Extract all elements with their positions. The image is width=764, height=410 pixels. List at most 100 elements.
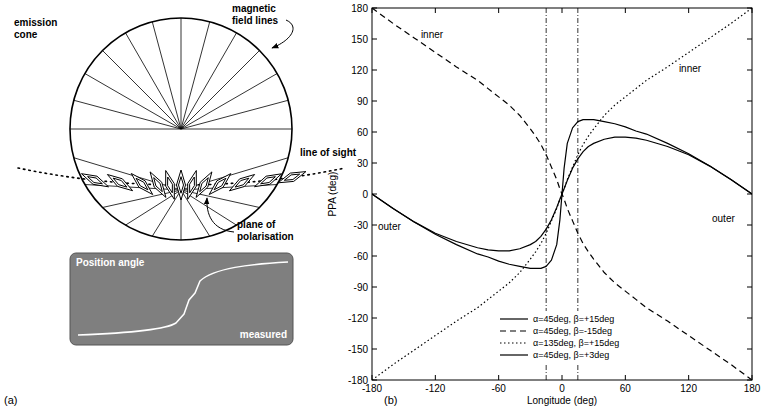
polarisation-plane <box>177 170 186 200</box>
field-line <box>181 100 288 129</box>
inset-curve <box>78 262 288 335</box>
legend: α=45deg, β=+15degα=45deg, β=-15degα=135d… <box>497 313 623 363</box>
x-tick-label: 120 <box>680 383 697 394</box>
panel-label: (b) <box>384 394 397 406</box>
legend-swatch <box>500 354 528 355</box>
y-tick <box>372 256 752 257</box>
polarisation-plane <box>131 174 152 195</box>
legend-label: α=45deg, β=+15deg <box>533 314 614 324</box>
polarisation-plane <box>284 174 299 180</box>
field-line <box>85 74 181 130</box>
y-tick-label: 30 <box>357 158 369 169</box>
emission-cone-label: cone <box>14 29 38 40</box>
polarisation-plane <box>179 177 184 194</box>
polarisation-plane <box>136 178 148 190</box>
polarisation-plane <box>107 175 132 191</box>
x-tick-label: 60 <box>620 383 632 394</box>
field-line <box>181 33 237 129</box>
polarisation-plane <box>166 171 175 200</box>
polarisation-plane <box>200 178 209 192</box>
polarisation-plane <box>261 177 276 184</box>
y-tick-label: -90 <box>354 282 369 293</box>
field-line <box>152 190 181 236</box>
y-tick-label: 0 <box>362 189 368 200</box>
x-tick <box>435 8 436 380</box>
legend-swatch <box>500 330 528 331</box>
emission-cone-label: emission <box>14 17 57 28</box>
field-lines-arrow <box>272 20 293 48</box>
polarisation-plane <box>278 172 306 183</box>
y-tick-label: 150 <box>351 34 368 45</box>
legend-label: α=45deg, β=+3deg <box>533 350 609 360</box>
y-tick-label: 120 <box>351 65 368 76</box>
polarisation-plane <box>188 171 197 200</box>
polarisation-plane <box>190 177 195 193</box>
ppa-curve <box>372 8 752 380</box>
field-line <box>74 100 181 129</box>
ppa-curve <box>372 120 752 269</box>
field-line <box>181 190 259 207</box>
polarisation-plane <box>235 178 249 187</box>
field-line <box>152 22 181 129</box>
plot-marks <box>372 8 752 380</box>
x-tick-label: 0 <box>559 383 565 394</box>
panel-a: emissioncone magneticfield lines plane ofp… <box>4 3 357 406</box>
panel-label: (a) <box>4 394 17 406</box>
y-axis-title: PPA (deg) <box>327 172 338 217</box>
x-tick-label: 180 <box>744 383 761 394</box>
polarisation-arrow <box>207 198 234 232</box>
polarisation-label: plane of <box>237 219 276 230</box>
field-line <box>181 74 277 130</box>
emission-cone-circle <box>70 18 292 240</box>
x-tick <box>625 8 626 380</box>
polarisation-plane <box>150 172 166 198</box>
field-line <box>103 190 181 207</box>
y-tick-label: -120 <box>348 313 368 324</box>
curve-annotation: outer <box>712 213 735 224</box>
panel-b: -180-120-60060120180-180-150-120-90-60-3… <box>327 3 761 407</box>
field-line <box>181 190 210 236</box>
y-tick <box>372 287 752 288</box>
field-line <box>103 51 181 129</box>
line-of-sight-label: line of sight <box>300 147 357 158</box>
field-lines-label: magnetic <box>232 3 276 14</box>
x-tick-label: -60 <box>491 383 506 394</box>
curve-annotation: outer <box>378 221 401 232</box>
legend-label: α=135deg, β=+15deg <box>533 338 619 348</box>
x-axis-title: Longitude (deg) <box>527 395 597 406</box>
y-tick-label: -150 <box>348 344 368 355</box>
field-line <box>181 22 210 129</box>
figure: emissioncone magneticfield lines plane ofp… <box>0 0 764 410</box>
field-lines-label: field lines <box>232 15 279 26</box>
polarisation-plane <box>255 174 282 187</box>
field-line <box>181 18 182 129</box>
polarisation-plane <box>229 175 254 191</box>
polarisation-plane <box>88 177 103 184</box>
y-tick-label: 180 <box>351 3 368 14</box>
plot-frame <box>372 8 752 380</box>
y-tick <box>372 101 752 102</box>
polarisation-label: polarisation <box>237 231 294 242</box>
y-tick-label: -180 <box>348 375 368 386</box>
y-tick-label: 60 <box>357 127 369 138</box>
field-line <box>181 51 259 129</box>
polarisation-plane <box>214 178 226 190</box>
field-line <box>181 129 292 130</box>
polarisation-plane <box>209 174 231 195</box>
legend-swatch <box>500 342 528 343</box>
field-line <box>126 33 182 129</box>
y-tick <box>372 163 752 164</box>
legend-background <box>497 313 623 363</box>
y-tick-label: 90 <box>357 96 369 107</box>
y-tick-label: -30 <box>354 220 369 231</box>
y-tick <box>372 132 752 133</box>
field-line <box>70 129 181 130</box>
x-tick-label: -120 <box>425 383 445 394</box>
polarisation-plane <box>168 177 173 193</box>
polarisation-plane <box>113 178 127 187</box>
field-line <box>181 158 288 190</box>
polarisation-plane <box>82 174 109 187</box>
inset-caption: measured <box>240 329 287 340</box>
legend-swatch <box>500 318 528 319</box>
curve-annotation: inner <box>421 29 444 40</box>
